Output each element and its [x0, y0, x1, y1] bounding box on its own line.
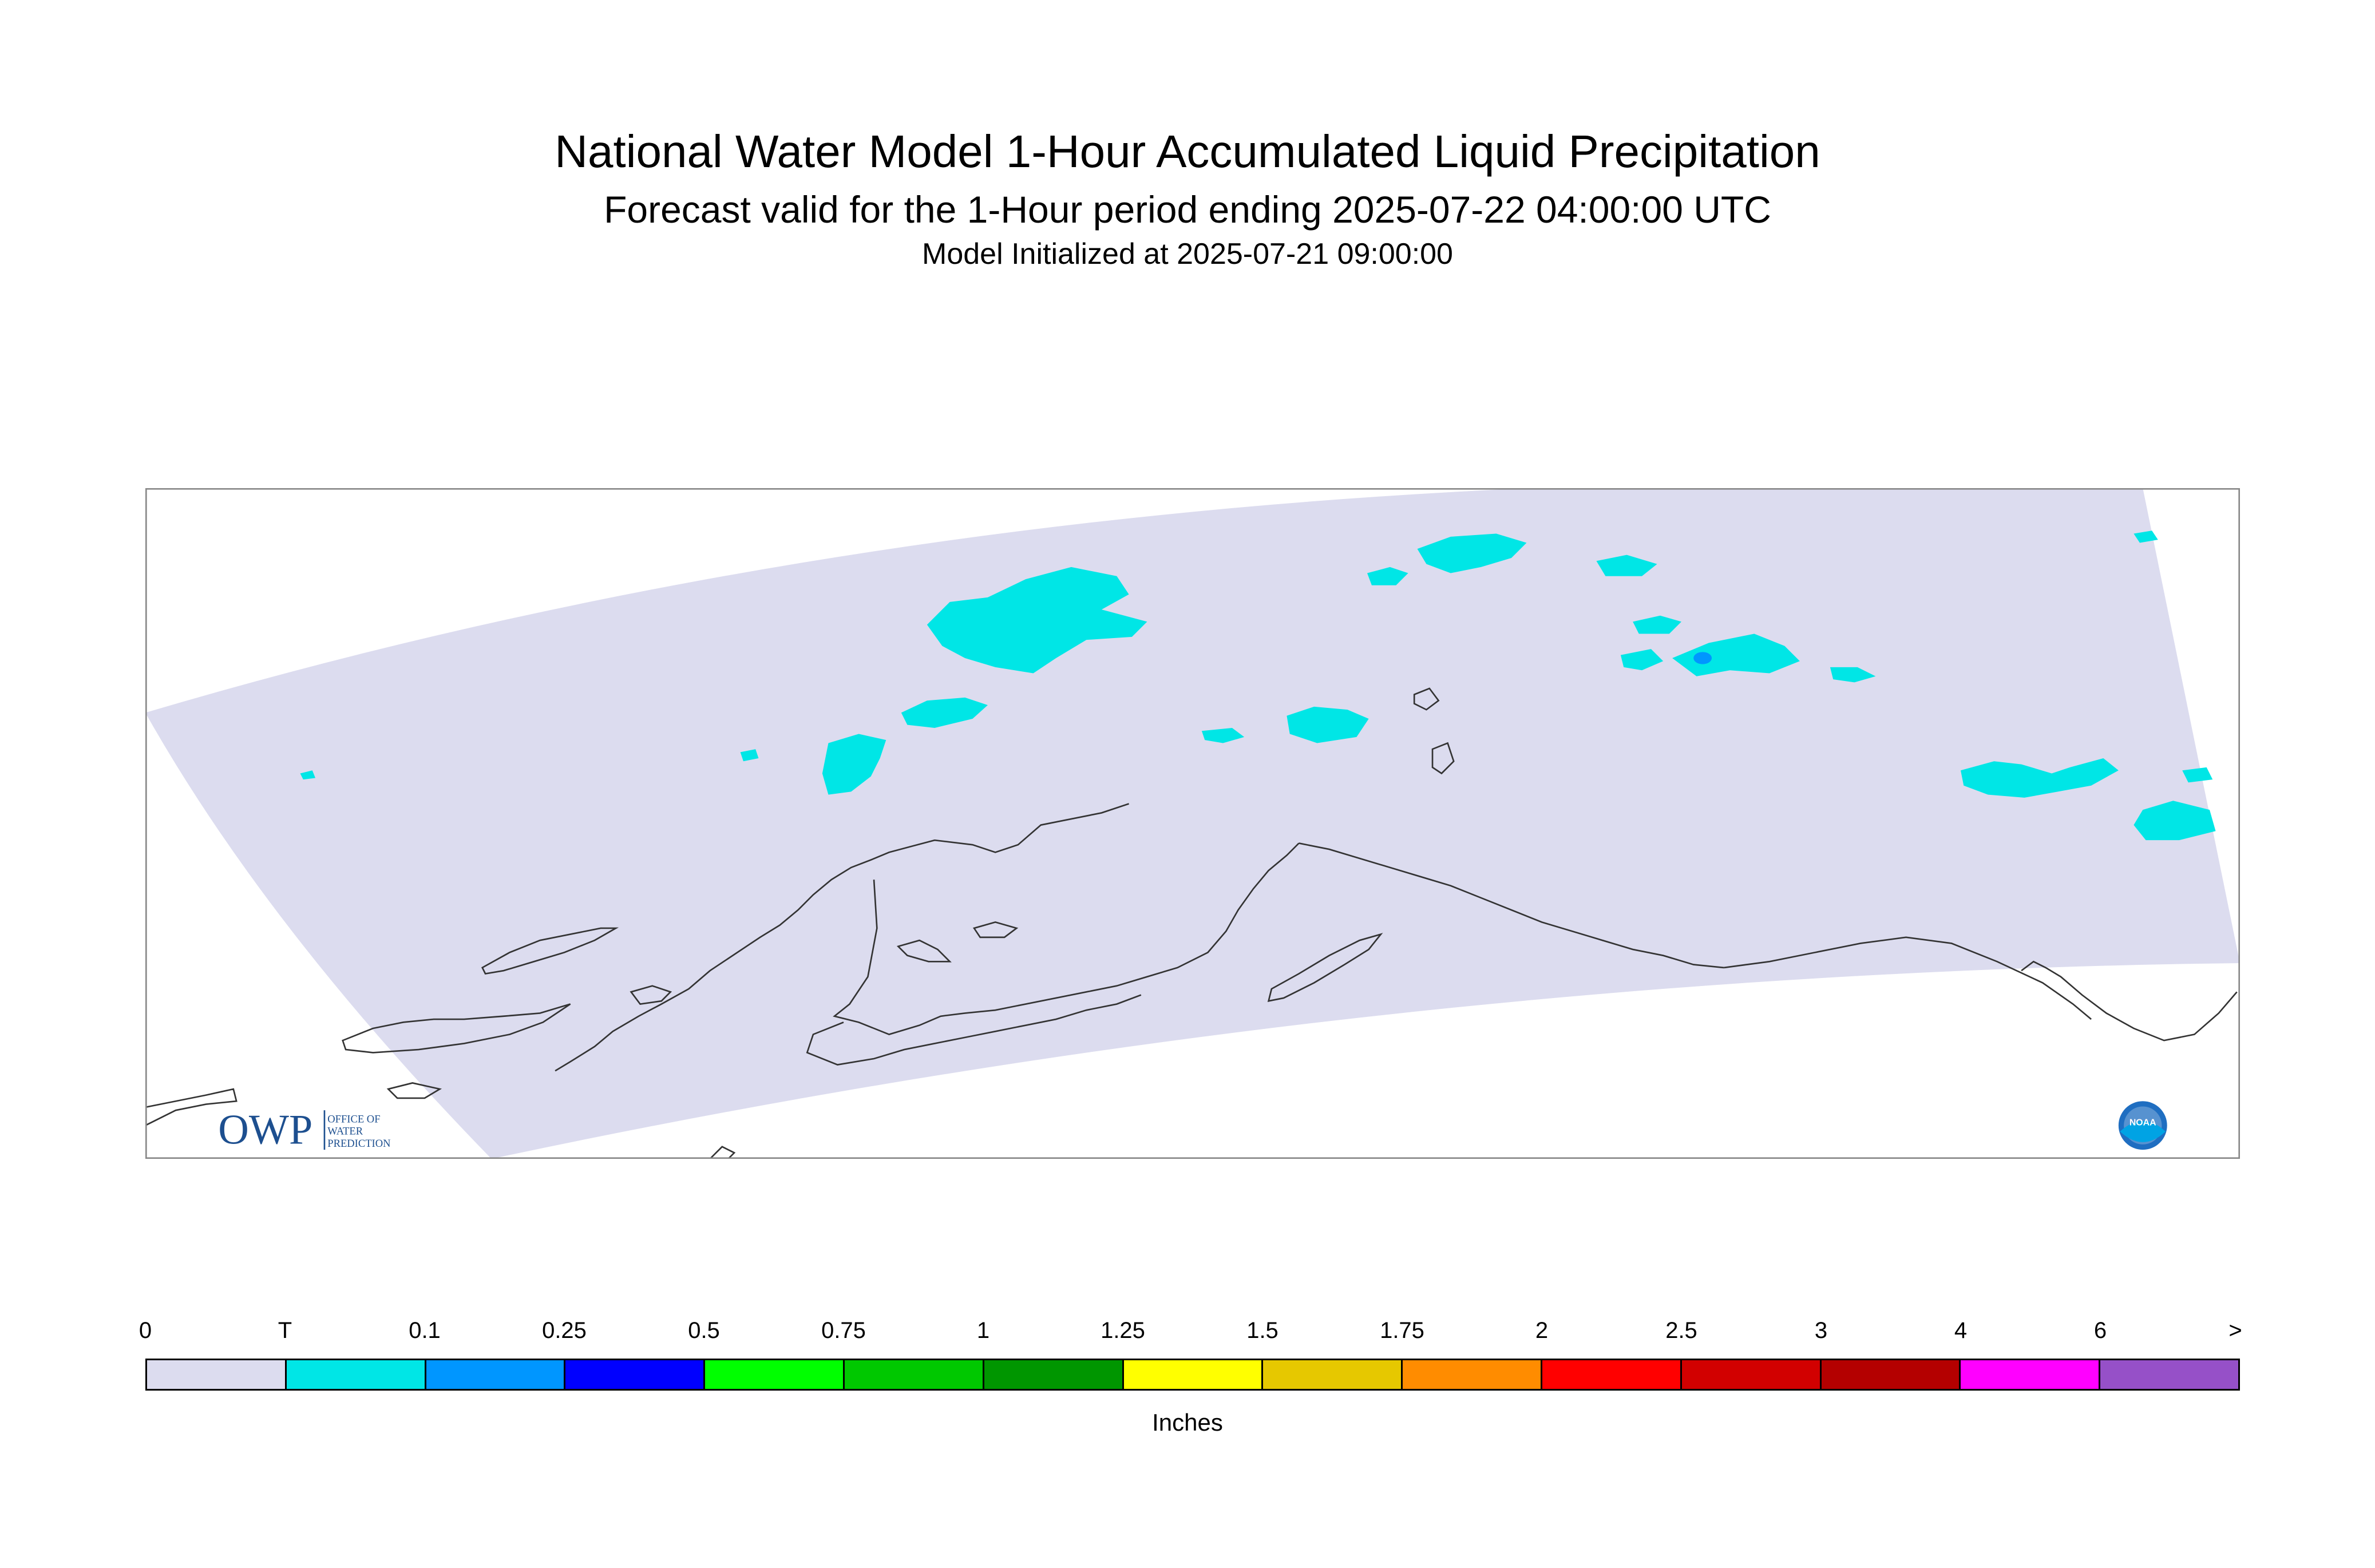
precip-area: [1830, 667, 1876, 683]
noaa-logo: NOAA: [2118, 1101, 2167, 1150]
coastline-peninsula: [833, 842, 1300, 1035]
coastline-island: [145, 1088, 238, 1126]
coastline-south: [806, 994, 1142, 1066]
legend-color-bin: [1261, 1360, 1402, 1389]
precipitation-heavier-spots: [1693, 652, 1712, 664]
coastline-island: [630, 985, 672, 1005]
legend-tick: 0.1: [409, 1318, 441, 1343]
coastline-east: [1724, 936, 2092, 1020]
legend-color-bin: [1540, 1360, 1680, 1389]
precip-area: [2182, 767, 2213, 783]
legend-color-bin: [1959, 1360, 2099, 1389]
precip-area: [901, 697, 988, 728]
precip-area: [1693, 652, 1712, 664]
legend-tick: 6: [2093, 1318, 2107, 1343]
precip-area: [1417, 533, 1527, 573]
precip-area: [1672, 633, 1800, 676]
legend-color-bin: [1819, 1360, 1960, 1389]
legend-color-bin: [703, 1360, 843, 1389]
precip-area: [300, 770, 316, 780]
coastline-island: [1431, 742, 1455, 775]
map-frame: [145, 488, 2240, 1159]
model-init-subtitle: Model Initialized at 2025-07-21 09:00:00: [922, 237, 1453, 271]
legend-color-bin: [1401, 1360, 1541, 1389]
legend-tick: 3: [1814, 1318, 1828, 1343]
precip-area: [1287, 706, 1369, 743]
legend-tick: 0.75: [821, 1318, 866, 1343]
coastline-island: [896, 939, 952, 963]
precip-area: [1620, 649, 1664, 671]
legend-color-bin: [1680, 1360, 1820, 1389]
legend-tick: T: [278, 1318, 292, 1343]
legend-color-bin: [424, 1360, 564, 1389]
legend-tick: 1.25: [1101, 1318, 1145, 1343]
legend-tick: 1.5: [1246, 1318, 1278, 1343]
legend-tick: >: [2228, 1318, 2242, 1343]
precip-area: [1596, 555, 1657, 576]
coastline-island: [342, 1003, 571, 1054]
legend-tick: 0.5: [688, 1318, 720, 1343]
noaa-logo-text: NOAA: [2129, 1118, 2156, 1128]
coastline-island: [1413, 687, 1440, 711]
coastline-island: [1267, 933, 1383, 1002]
legend-color-bin: [284, 1360, 425, 1389]
coastline-gulf: [1299, 842, 1724, 969]
coastlines: [145, 687, 2238, 1159]
precip-area: [1961, 758, 2119, 798]
coastline-island: [386, 1082, 442, 1099]
legend-tick: 0.25: [542, 1318, 587, 1343]
legend-color-bin: [564, 1360, 704, 1389]
owp-logo-sub-3: PREDICTION: [327, 1138, 390, 1150]
precip-area: [927, 567, 1147, 674]
forecast-valid-subtitle: Forecast valid for the 1-Hour period end…: [604, 188, 1771, 231]
coastline-island: [481, 927, 619, 975]
legend-tick: 4: [1954, 1318, 1968, 1343]
precip-area: [2133, 801, 2216, 841]
owp-logo-sub-2: WATER: [327, 1126, 363, 1138]
legend-color-bin: [1122, 1360, 1262, 1389]
legend-color-bin: [147, 1360, 285, 1389]
precip-area: [1367, 567, 1408, 585]
precipitation-map: OWP OFFICE OF WATER PREDICTION NOAA: [145, 488, 2240, 1159]
coastline-island: [972, 921, 1019, 939]
map-title: National Water Model 1-Hour Accumulated …: [555, 126, 1820, 177]
precip-area: [1633, 615, 1681, 634]
owp-logo-sub-1: OFFICE OF: [327, 1113, 380, 1125]
coastline-mainland: [555, 803, 1130, 1072]
precip-area: [1201, 727, 1245, 743]
legend-color-bin: [2099, 1360, 2238, 1389]
legend-color-bin: [982, 1360, 1122, 1389]
legend-units: Inches: [1152, 1409, 1223, 1436]
legend-tick: 2.5: [1665, 1318, 1697, 1343]
coastline-border: [2021, 960, 2238, 1042]
precip-area: [740, 749, 759, 762]
precipitation-areas: [300, 530, 2216, 841]
legend-tick: 1.75: [1380, 1318, 1424, 1343]
legend-color-bin: [842, 1360, 983, 1389]
legend-tick: 2: [1535, 1318, 1549, 1343]
precip-area: [822, 734, 886, 795]
legend-tick: 1: [976, 1318, 990, 1343]
precip-area: [2133, 530, 2158, 543]
coastline-island: [709, 1146, 736, 1159]
owp-logo-text: OWP: [218, 1106, 312, 1153]
legend-colorbar: [145, 1359, 2240, 1391]
owp-logo: OWP OFFICE OF WATER PREDICTION: [218, 1106, 390, 1153]
legend-tick: 0: [138, 1318, 152, 1343]
